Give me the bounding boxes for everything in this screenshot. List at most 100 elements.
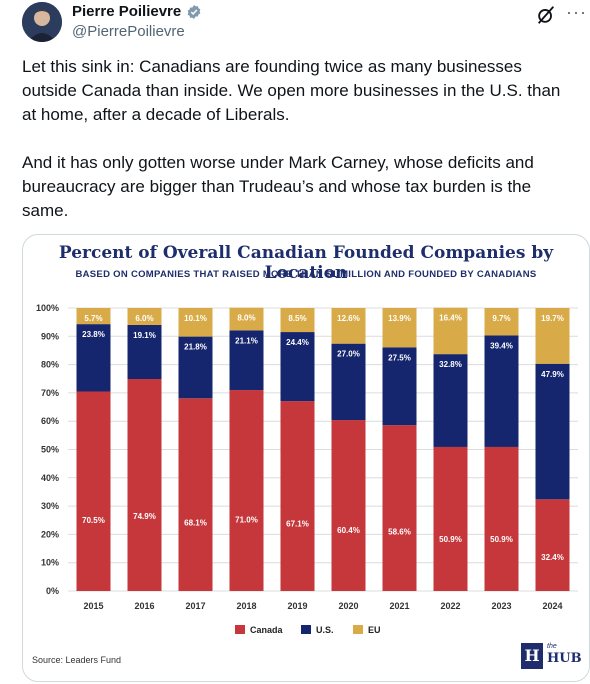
data-label: 32.4% [541, 553, 564, 562]
bar-canada [535, 499, 570, 591]
bar-eu [433, 307, 468, 355]
data-label: 32.8% [439, 360, 462, 369]
data-label: 47.9% [541, 370, 564, 379]
bar-canada [178, 398, 213, 591]
y-tick-label: 50% [41, 445, 59, 455]
stacked-bar-chart: 0% 10% 20% 30% 40% 50% 60% 70% 80% 90% 100% 70.5% 23… [36, 303, 578, 635]
data-label: 70.5% [82, 516, 105, 525]
x-tick-label: 2020 [338, 601, 358, 611]
bar-canada [484, 446, 519, 591]
data-label: 19.1% [133, 331, 156, 340]
bar-us [280, 332, 315, 402]
data-label: 8.0% [237, 314, 255, 323]
chart-subtitle: BASED ON COMPANIES THAT RAISED MORE THAN… [75, 269, 537, 280]
data-label: 27.5% [388, 353, 411, 362]
data-label: 74.9% [133, 512, 156, 521]
tweet-paragraph: And it has only gotten worse under Mark … [22, 153, 534, 220]
more-icon[interactable]: ··· [566, 2, 587, 22]
y-tick-label: 80% [41, 360, 59, 370]
y-tick-label: 70% [41, 388, 59, 398]
bar-canada [127, 379, 162, 591]
bar-us [76, 324, 111, 392]
y-tick-label: 90% [41, 331, 59, 341]
data-label: 23.8% [82, 330, 105, 339]
bar-eu [535, 308, 570, 364]
the-hub-logo: H the HUB [521, 643, 583, 673]
data-label: 21.8% [184, 343, 207, 352]
data-label: 24.4% [286, 338, 309, 347]
legend-swatch [353, 625, 363, 634]
legend-label: Canada [250, 625, 284, 635]
bar-us [433, 354, 468, 447]
data-label: 9.7% [492, 314, 510, 323]
bar-canada [331, 420, 366, 591]
chart-title: Percent of Overall Canadian Founded Comp… [58, 243, 554, 283]
y-tick-label: 40% [41, 473, 59, 483]
y-tick-label: 60% [41, 416, 59, 426]
data-label: 27.0% [337, 350, 360, 359]
author-name[interactable]: Pierre Poilievre [72, 3, 182, 20]
legend-label: U.S. [316, 625, 334, 635]
y-tick-label: 20% [41, 529, 59, 539]
data-label: 13.9% [388, 314, 411, 323]
chart-source: Source: Leaders Fund [32, 655, 122, 665]
y-tick-label: 100% [36, 303, 59, 313]
x-tick-label: 2017 [185, 601, 205, 611]
x-tick-label: 2018 [236, 601, 256, 611]
tweet-text: Let this sink in: Canadians are founding… [22, 55, 572, 223]
data-label: 68.1% [184, 518, 207, 527]
data-label: 6.0% [135, 314, 153, 323]
bar-us [535, 363, 570, 500]
bar-eu [331, 308, 366, 344]
data-label: 50.9% [490, 535, 513, 544]
x-tick-label: 2022 [440, 601, 460, 611]
bar-us [178, 336, 213, 399]
avatar[interactable] [22, 2, 62, 42]
x-tick-label: 2016 [134, 601, 154, 611]
bar-us [331, 343, 366, 421]
tweet-header: Pierre Poilievre @PierrePoilievre ··· [0, 0, 590, 50]
bar-eu [484, 308, 519, 336]
x-tick-label: 2024 [542, 601, 562, 611]
bar-eu [76, 308, 111, 325]
bar-canada [382, 425, 417, 591]
x-tick-label: 2023 [491, 601, 511, 611]
data-label: 19.7% [541, 314, 564, 323]
legend-swatch [301, 625, 311, 634]
grok-icon[interactable] [535, 4, 557, 26]
data-label: 67.1% [286, 519, 309, 528]
bar-canada [76, 391, 111, 591]
data-label: 12.6% [337, 314, 360, 323]
bar-eu [382, 308, 417, 348]
y-tick-label: 10% [41, 558, 59, 568]
data-label: 10.1% [184, 314, 207, 323]
verified-badge-icon [187, 4, 201, 19]
y-tick-label: 30% [41, 501, 59, 511]
x-tick-label: 2019 [287, 601, 307, 611]
data-label: 21.1% [235, 336, 258, 345]
bar-canada [280, 401, 315, 591]
bar-eu [178, 308, 213, 337]
data-label: 5.7% [84, 314, 102, 323]
data-label: 39.4% [490, 341, 513, 350]
tweet-image[interactable]: Percent of Overall Canadian Founded Comp… [22, 234, 590, 682]
bar-canada [229, 390, 264, 591]
data-label: 50.9% [439, 535, 462, 544]
data-label: 8.5% [288, 314, 306, 323]
bar-us [382, 347, 417, 426]
bar-eu [127, 308, 162, 325]
bar-us [484, 335, 519, 447]
data-label: 60.4% [337, 526, 360, 535]
bar-us [127, 324, 162, 380]
legend-swatch [235, 625, 245, 634]
x-tick-label: 2021 [389, 601, 409, 611]
y-tick-label: 0% [46, 586, 59, 596]
data-label: 71.0% [235, 516, 258, 525]
tweet-paragraph: Let this sink in: Canadians are founding… [22, 57, 561, 124]
bar-canada [433, 446, 468, 591]
x-tick-label: 2015 [83, 601, 103, 611]
data-label: 16.4% [439, 314, 462, 323]
author-handle[interactable]: @PierrePoilievre [72, 23, 185, 40]
bar-eu [280, 308, 315, 333]
data-label: 58.6% [388, 528, 411, 537]
